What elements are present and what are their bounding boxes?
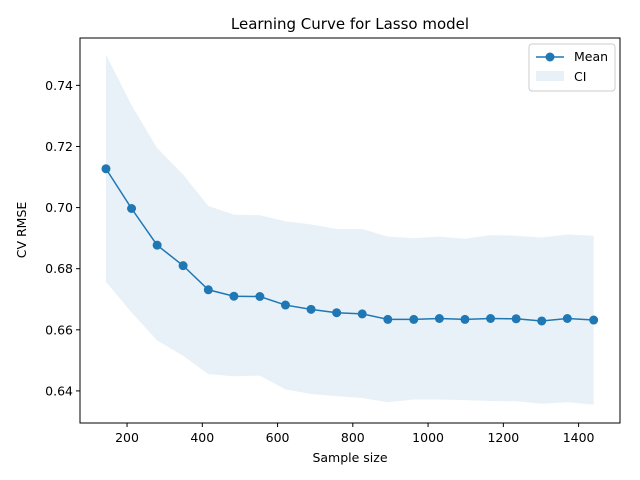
legend-mean-label: Mean <box>574 49 608 64</box>
x-axis-label: Sample size <box>312 450 387 465</box>
legend-ci-swatch <box>536 71 564 81</box>
legend-mean-marker <box>545 52 555 62</box>
mean-point <box>127 204 137 213</box>
y-tick-label: 0.72 <box>45 139 73 154</box>
y-tick-label: 0.70 <box>45 200 73 215</box>
legend: Mean CI <box>528 43 616 92</box>
x-tick-label: 400 <box>190 430 214 445</box>
mean-point <box>255 292 265 301</box>
mean-point <box>306 304 316 314</box>
mean-point <box>229 291 239 301</box>
mean-point <box>460 314 470 324</box>
mean-point <box>589 315 599 325</box>
y-tick-label: 0.74 <box>45 78 73 93</box>
y-axis-label: CV RMSE <box>14 202 29 259</box>
x-tick-label: 200 <box>115 430 139 445</box>
x-tick-label: 1000 <box>412 430 444 445</box>
mean-point <box>383 314 393 324</box>
mean-point <box>409 314 419 324</box>
chart-title: Learning Curve for Lasso model <box>231 15 469 33</box>
mean-point <box>357 309 367 319</box>
y-tick-label: 0.68 <box>45 261 73 276</box>
x-axis-ticks: 200 400 600 800 1000 1200 1400 <box>115 423 595 445</box>
ci-band <box>105 54 594 405</box>
mean-point <box>280 300 290 310</box>
axes-frame <box>79 37 621 424</box>
y-tick-label: 0.64 <box>45 383 73 398</box>
x-tick-label: 800 <box>341 430 365 445</box>
x-tick-label: 600 <box>266 430 290 445</box>
legend-ci-label: CI <box>574 69 586 84</box>
mean-point <box>152 240 162 250</box>
x-tick-label: 1400 <box>563 430 595 445</box>
y-axis-ticks: 0.64 0.66 0.68 0.70 0.72 0.74 <box>45 78 80 398</box>
y-tick-label: 0.66 <box>45 322 73 337</box>
mean-point <box>537 316 547 326</box>
plot-area <box>101 54 599 405</box>
mean-point <box>203 285 213 295</box>
mean-point <box>178 261 188 271</box>
mean-point <box>511 314 521 324</box>
mean-point <box>434 314 444 323</box>
mean-point <box>486 314 496 323</box>
mean-point <box>332 308 342 318</box>
x-tick-label: 1200 <box>487 430 519 445</box>
mean-point <box>101 164 111 174</box>
mean-point <box>562 314 572 323</box>
